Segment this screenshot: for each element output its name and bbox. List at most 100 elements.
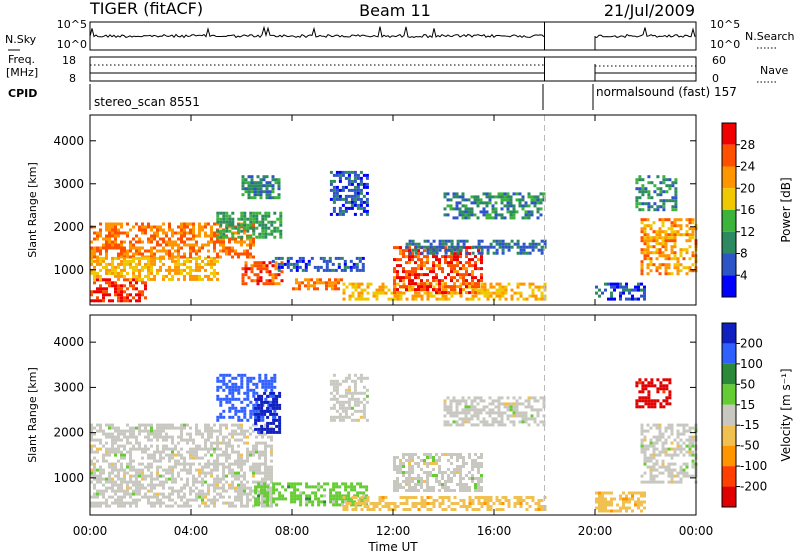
heatmap-cell [249, 400, 253, 404]
heatmap-cell [446, 204, 450, 208]
heatmap-cell [240, 504, 243, 508]
heatmap-cell [234, 477, 237, 481]
heatmap-cell [156, 429, 159, 433]
heatmap-cell [290, 482, 294, 486]
heatmap-cell [225, 465, 228, 469]
heatmap-cell [90, 435, 93, 439]
heatmap-cell [99, 256, 102, 260]
heatmap-cell [640, 450, 644, 454]
heatmap-cell [450, 502, 454, 505]
heatmap-cell [271, 264, 275, 268]
heatmap-cell [540, 248, 544, 252]
heatmap-cell [494, 201, 498, 205]
heatmap-cell [204, 501, 207, 505]
heatmap-cell [464, 417, 468, 421]
heatmap-cell [228, 438, 231, 442]
heatmap-cell [402, 486, 405, 489]
heatmap-cell [272, 406, 276, 410]
heatmap-cell [129, 453, 132, 457]
heatmap-cell [189, 259, 192, 263]
heatmap-cell [332, 494, 336, 498]
heatmap-cell [141, 268, 144, 272]
heatmap-cell [225, 217, 229, 221]
heatmap-cell [459, 465, 462, 468]
heatmap-cell [177, 462, 180, 466]
heatmap-cell [260, 409, 264, 413]
heatmap-cell [329, 379, 333, 383]
heatmap-cell [273, 235, 277, 239]
heatmap-cell [670, 233, 674, 237]
heatmap-cell [674, 181, 678, 185]
heatmap-cell [455, 192, 459, 196]
heatmap-cell [231, 471, 234, 475]
heatmap-cell [519, 499, 523, 502]
heatmap-cell [189, 277, 192, 281]
heatmap-cell [165, 432, 168, 436]
heatmap-cell [473, 405, 477, 409]
heatmap-cell [108, 447, 111, 451]
heatmap-cell [90, 432, 93, 436]
heatmap-cell [222, 477, 225, 481]
heatmap-cell [405, 477, 408, 480]
heatmap-cell [111, 225, 114, 229]
heatmap-cell [450, 251, 454, 255]
heatmap-cell [183, 459, 186, 463]
heatmap-cell [536, 198, 540, 202]
heatmap-cell [640, 269, 644, 273]
heatmap-cell [132, 268, 135, 272]
heatmap-cell [225, 489, 228, 493]
heatmap-cell [269, 391, 273, 395]
heatmap-cell [261, 435, 264, 439]
heatmap-cell [270, 379, 274, 383]
heatmap-cell [243, 252, 246, 256]
heatmap-cell [456, 248, 460, 252]
heatmap-cell [263, 427, 267, 431]
heatmap-cell [192, 480, 195, 484]
heatmap-cell [640, 282, 643, 286]
heatmap-cell [480, 505, 484, 508]
heatmap-cell [393, 294, 397, 298]
heatmap-cell [665, 384, 669, 388]
heatmap-cell [243, 486, 246, 490]
heatmap-cell [338, 194, 342, 198]
heatmap-cell [640, 429, 644, 433]
heatmap-cell [264, 459, 267, 463]
heatmap-cell [241, 279, 245, 283]
heatmap-cell [120, 246, 123, 250]
heatmap-cell [640, 272, 644, 276]
heatmap-cell [171, 504, 174, 508]
heatmap-cell [447, 273, 450, 277]
heatmap-cell [234, 249, 237, 253]
heatmap-cell [682, 474, 686, 478]
heatmap-cell [222, 468, 225, 472]
heatmap-cell [332, 200, 336, 204]
heatmap-cell [447, 248, 451, 252]
heatmap-cell [290, 497, 294, 501]
heatmap-cell [264, 441, 267, 445]
heatmap-cell [432, 276, 435, 280]
heatmap-cell [528, 505, 532, 508]
heatmap-cell [655, 453, 659, 457]
heatmap-cell [189, 504, 192, 508]
heatmap-cell [123, 274, 126, 278]
heatmap-cell [108, 237, 111, 241]
heatmap-cell [607, 509, 610, 513]
heatmap-cell [198, 262, 201, 266]
heatmap-cell [423, 261, 426, 265]
heatmap-cell [531, 294, 535, 298]
heatmap-cell [664, 465, 668, 469]
heatmap-cell [264, 444, 267, 448]
heatmap-cell [480, 462, 483, 465]
heatmap-cell [450, 489, 453, 492]
heatmap-cell [99, 249, 102, 253]
heatmap-cell [252, 465, 255, 469]
heatmap-cell [216, 447, 219, 451]
colorbar-tick-label: 4 [740, 268, 748, 282]
heatmap-cell [447, 297, 451, 301]
heatmap-cell [153, 456, 156, 460]
heatmap-cell [334, 287, 337, 291]
heatmap-cell [195, 259, 198, 263]
heatmap-cell [661, 221, 665, 225]
heatmap-cell [438, 297, 442, 301]
